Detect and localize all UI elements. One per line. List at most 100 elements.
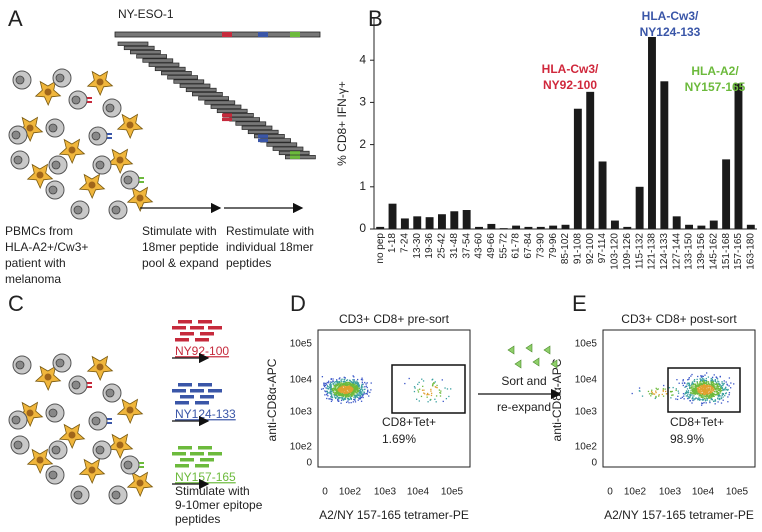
event-dot [717, 380, 719, 382]
event-dot [428, 393, 430, 396]
event-dot [361, 388, 363, 390]
bar [635, 186, 644, 229]
event-dot [350, 385, 353, 387]
event-dot [702, 393, 705, 395]
event-dot [343, 391, 345, 393]
event-dot [345, 379, 348, 382]
bar [524, 226, 533, 229]
event-dot [711, 379, 713, 381]
event-dot [717, 395, 719, 397]
event-dot [708, 382, 710, 385]
epitope-peptide [195, 338, 209, 342]
event-dot [330, 389, 332, 391]
y-axis-title: anti-CD8α-APC [265, 358, 279, 441]
event-dot [685, 395, 688, 397]
event-dot [361, 377, 363, 379]
bar [512, 225, 521, 229]
event-dot [337, 398, 339, 401]
event-dot [705, 391, 708, 393]
cell-nucleus [95, 445, 105, 455]
cell-nucleus [123, 460, 133, 470]
event-dot [356, 392, 358, 394]
event-dot [700, 396, 702, 398]
event-dot [339, 393, 341, 396]
event-dot [340, 379, 342, 381]
bar [672, 216, 681, 229]
event-dot [430, 394, 433, 397]
event-dot [330, 378, 332, 380]
apc-nucleus [68, 431, 76, 439]
x-tick-label: 127-144 [671, 233, 682, 270]
event-dot [658, 395, 660, 397]
event-dot [651, 392, 654, 394]
event-dot [436, 387, 438, 389]
event-dot [647, 390, 650, 393]
x-tick-label: 10e3 [374, 487, 397, 498]
event-dot [698, 389, 700, 391]
event-dot [685, 390, 688, 392]
event-dot [430, 392, 433, 394]
event-dot [694, 389, 697, 391]
event-dot [442, 400, 444, 403]
event-dot [335, 391, 338, 394]
event-dot [684, 393, 686, 395]
event-dot [345, 384, 348, 387]
cell-nucleus [123, 175, 133, 185]
event-dot [710, 385, 712, 388]
cell-nucleus [13, 440, 23, 450]
event-dot [369, 391, 371, 394]
event-dot [352, 382, 355, 384]
apc-nucleus [26, 409, 34, 417]
plot-title: CD3+ CD8+ pre-sort [339, 312, 450, 326]
event-dot [705, 392, 707, 395]
y-tick-label: 10e2 [290, 442, 313, 453]
event-dot [700, 375, 702, 377]
event-dot [349, 387, 351, 389]
event-dot [702, 392, 704, 394]
event-dot [323, 385, 326, 388]
bar [623, 226, 632, 229]
epitope-segment [290, 151, 300, 155]
event-dot [699, 384, 701, 387]
event-dot [350, 381, 352, 383]
event-dot [336, 390, 338, 392]
cell-nucleus [48, 123, 58, 133]
peptide-bar [210, 104, 242, 109]
event-dot [341, 378, 343, 380]
event-dot [713, 391, 716, 393]
event-dot [414, 387, 416, 389]
tetramer-icon [525, 343, 533, 353]
y-tick-label: 10e3 [290, 407, 313, 418]
event-dot [714, 403, 716, 405]
event-dot [368, 395, 370, 397]
event-dot [348, 398, 351, 401]
event-dot [335, 383, 337, 385]
event-dot [670, 390, 672, 393]
event-dot [338, 390, 340, 392]
event-dot [702, 375, 704, 378]
event-dot [337, 394, 339, 396]
event-dot [699, 389, 701, 391]
event-dot [698, 383, 701, 386]
event-dot [721, 382, 723, 384]
step-text: Sort and [501, 374, 546, 388]
event-dot [728, 377, 731, 379]
event-dot [718, 389, 720, 391]
event-dot [329, 391, 331, 393]
event-dot [325, 382, 327, 385]
epitope-segment [222, 32, 232, 37]
event-dot [330, 384, 332, 386]
event-dot [333, 384, 335, 386]
event-dot [438, 389, 441, 391]
event-dot [719, 384, 722, 386]
event-dot [336, 383, 338, 385]
event-dot [687, 396, 689, 398]
event-dot [332, 378, 334, 380]
event-dot [404, 382, 406, 385]
event-dot [639, 390, 641, 392]
event-dot [690, 392, 692, 394]
event-dot [427, 401, 429, 403]
x-tick-label: 25-42 [437, 233, 448, 259]
event-dot [715, 394, 717, 396]
event-dot [685, 385, 687, 388]
